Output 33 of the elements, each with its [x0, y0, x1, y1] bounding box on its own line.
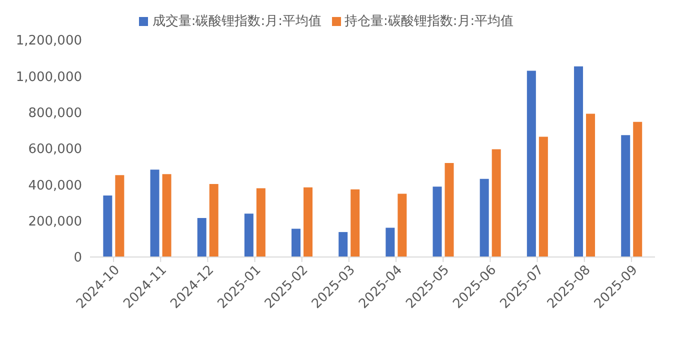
bar — [115, 175, 124, 257]
legend-label: 持仓量:碳酸锂指数:月:平均值 — [344, 14, 514, 29]
bar — [538, 136, 548, 257]
bar — [526, 70, 536, 257]
y-tick-label: 800,000 — [28, 106, 82, 121]
legend-label: 成交量:碳酸锂指数:月:平均值 — [152, 14, 322, 29]
bar — [444, 162, 454, 257]
y-tick-label: 1,000,000 — [16, 70, 82, 85]
bar — [256, 188, 266, 257]
bar — [244, 214, 254, 257]
bar — [492, 149, 501, 257]
bar — [292, 228, 301, 257]
bar — [350, 189, 360, 257]
bar — [480, 178, 489, 257]
bar — [304, 187, 313, 257]
bar — [150, 170, 160, 257]
bar — [162, 174, 172, 257]
y-tick-label: 600,000 — [28, 142, 82, 158]
bar — [386, 228, 395, 257]
bar — [398, 194, 407, 257]
y-tick-label: 400,000 — [28, 178, 82, 194]
bar — [432, 186, 442, 257]
y-tick-label: 0 — [74, 250, 82, 266]
bar — [338, 232, 348, 257]
bar — [586, 114, 596, 257]
y-tick-label: 200,000 — [28, 214, 82, 230]
bar — [197, 218, 206, 257]
bar — [209, 184, 218, 257]
bar — [621, 135, 630, 257]
bar — [633, 122, 642, 257]
y-tick-label: 1,200,000 — [16, 34, 82, 49]
bar — [574, 66, 584, 257]
bar — [103, 196, 112, 257]
